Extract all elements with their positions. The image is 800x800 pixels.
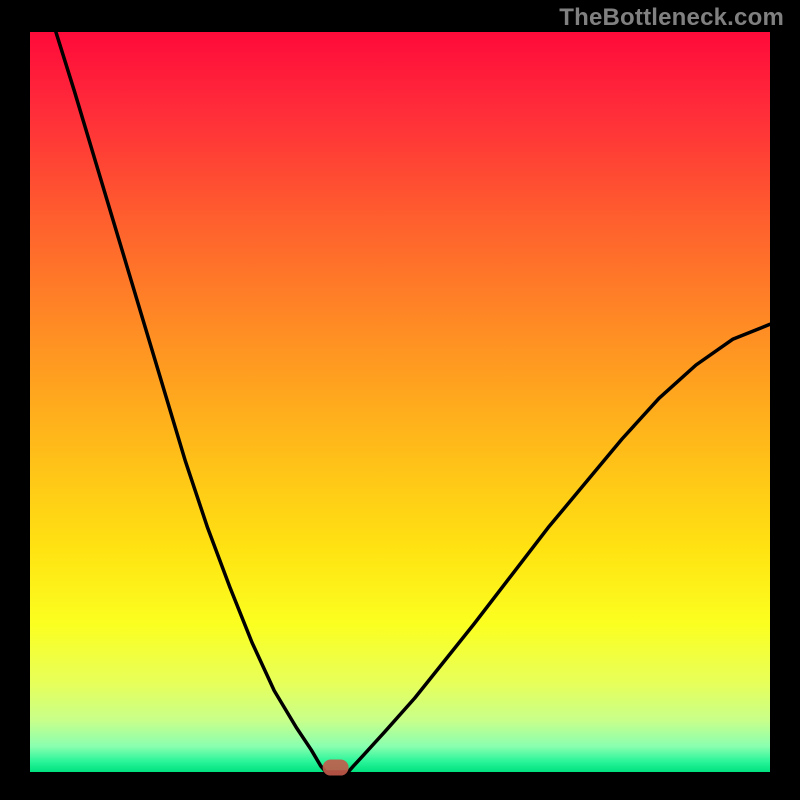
bottleneck-chart-svg xyxy=(0,0,800,800)
plot-background xyxy=(30,32,770,772)
minimum-marker xyxy=(323,760,349,776)
watermark-text: TheBottleneck.com xyxy=(559,4,784,32)
chart-container: { "watermark": { "text": "TheBottleneck.… xyxy=(0,0,800,800)
